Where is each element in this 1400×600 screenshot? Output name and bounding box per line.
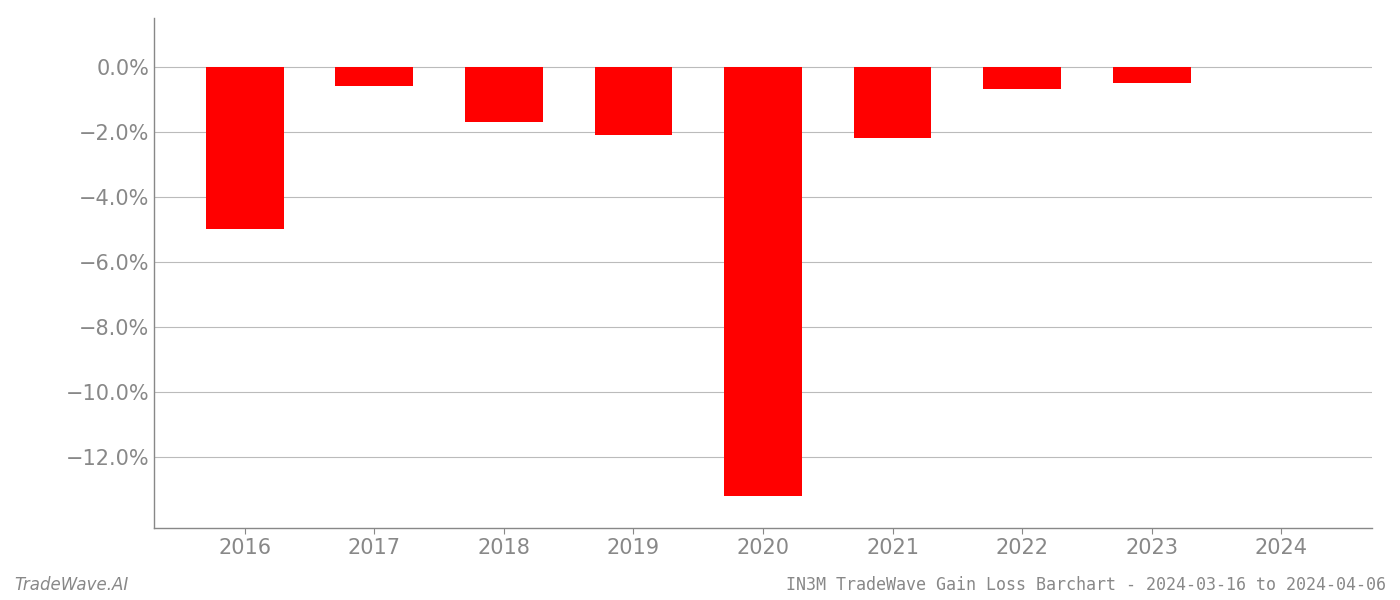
Bar [595, 67, 672, 135]
Bar [206, 67, 284, 229]
Bar [336, 67, 413, 86]
Bar [465, 67, 543, 122]
Bar [724, 67, 802, 496]
Bar [1113, 67, 1190, 83]
Text: TradeWave.AI: TradeWave.AI [14, 576, 129, 594]
Text: IN3M TradeWave Gain Loss Barchart - 2024-03-16 to 2024-04-06: IN3M TradeWave Gain Loss Barchart - 2024… [785, 576, 1386, 594]
Bar [983, 67, 1061, 89]
Bar [854, 67, 931, 138]
